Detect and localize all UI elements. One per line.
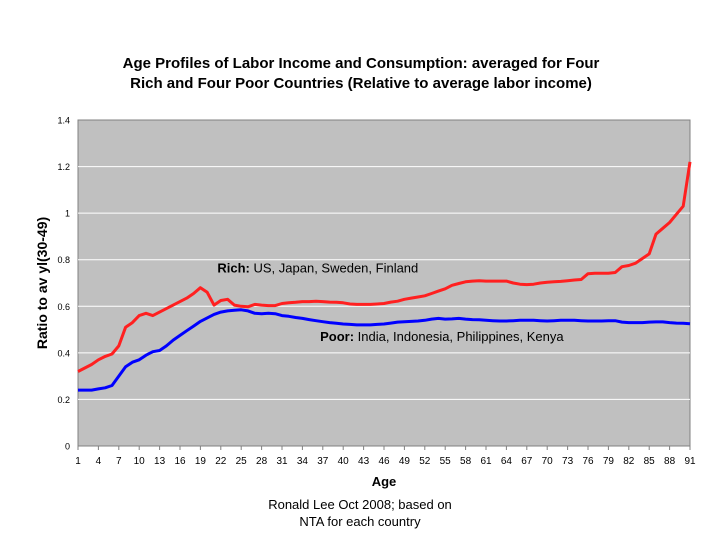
x-tick-label: 13	[154, 456, 166, 467]
gridlines	[78, 166, 690, 400]
x-tick-label: 7	[116, 456, 122, 467]
caption-line-1: Ronald Lee Oct 2008; based on	[268, 497, 452, 512]
x-tick-label: 73	[562, 456, 574, 467]
x-axis-label: Age	[372, 474, 397, 489]
series-labels: Rich: US, Japan, Sweden, Finland Poor: In…	[217, 261, 564, 345]
x-tick-label: 52	[419, 456, 431, 467]
x-tick-label: 85	[644, 456, 656, 467]
x-tick-label: 16	[174, 456, 186, 467]
series-label-countries: US, Japan, Sweden, Finland	[250, 261, 418, 276]
x-tick-label: 1	[75, 456, 81, 467]
y-axis-label: Ratio to av yl(30-49)	[34, 217, 50, 349]
series-label-countries: India, Indonesia, Philippines, Kenya	[354, 329, 564, 344]
x-tick-label: 91	[684, 456, 696, 467]
series-label-0: Rich: US, Japan, Sweden, Finland	[217, 261, 418, 276]
x-tick-label: 31	[276, 456, 288, 467]
x-axis-ticks: 1 4 7 10 13 16 19 22 25 28 31 34 37 40 43 46 49 52 55 58 61 6…	[75, 445, 696, 467]
y-tick-label: 1.4	[57, 116, 70, 126]
x-tick-label: 67	[521, 456, 533, 467]
x-tick-label: 43	[358, 456, 370, 467]
series-line-1	[78, 308, 691, 392]
x-tick-label: 4	[96, 456, 102, 467]
x-tick-label: 19	[195, 456, 207, 467]
x-tick-label: 37	[317, 456, 329, 467]
chart-title-line1: Age Profiles of Labor Income and Consump…	[123, 55, 600, 72]
x-tick-label: 46	[378, 456, 390, 467]
x-tick-label: 40	[338, 456, 350, 467]
x-tick-label: 76	[582, 456, 594, 467]
plot-area	[77, 119, 691, 447]
series-label-name: Poor:	[320, 329, 354, 344]
x-tick-label: 61	[480, 456, 492, 467]
x-tick-label: 49	[399, 456, 411, 467]
series-line-0	[77, 161, 692, 373]
y-tick-label: 0.8	[57, 255, 70, 265]
x-tick-label: 70	[542, 456, 554, 467]
series-label-name: Rich:	[217, 261, 250, 276]
x-tick-label: 64	[501, 456, 513, 467]
chart-title-line2: Rich and Four Poor Countries (Relative t…	[130, 75, 592, 92]
caption-line-2: NTA for each country	[299, 514, 421, 529]
source-caption: Ronald Lee Oct 2008; based on NTA for ea…	[230, 496, 490, 530]
y-tick-label: 0.2	[57, 395, 70, 405]
x-tick-label: 10	[134, 456, 146, 467]
y-tick-label: 0	[65, 442, 70, 452]
y-tick-label: 1.2	[57, 162, 70, 172]
y-axis-ticks: 0 0.2 0.4 0.6 0.8 1 1.2 1.4	[57, 116, 70, 452]
y-tick-label: 0.4	[57, 348, 70, 358]
series-label-1: Poor: India, Indonesia, Philippines, Ken…	[320, 329, 564, 344]
series-lines	[77, 161, 692, 392]
y-tick-label: 0.6	[57, 302, 70, 312]
x-tick-label: 55	[440, 456, 452, 467]
x-tick-label: 25	[236, 456, 248, 467]
x-tick-label: 34	[297, 456, 309, 467]
x-tick-label: 58	[460, 456, 472, 467]
x-tick-label: 88	[664, 456, 676, 467]
x-tick-label: 82	[623, 456, 635, 467]
x-tick-label: 22	[215, 456, 227, 467]
x-tick-label: 28	[256, 456, 268, 467]
x-tick-label: 79	[603, 456, 615, 467]
y-tick-label: 1	[65, 209, 70, 219]
